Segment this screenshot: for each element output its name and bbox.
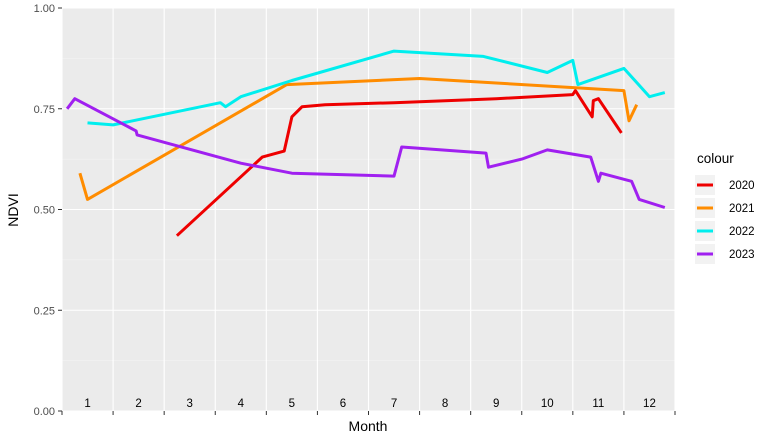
axis-layer: 0.00 0.25 0.50 0.75 1.00 bbox=[34, 3, 676, 418]
month-labels: 1 2 3 4 5 6 7 8 9 10 11 12 bbox=[84, 398, 656, 410]
series-line-2021 bbox=[78, 77, 639, 201]
x-axis-title: Month bbox=[349, 418, 388, 434]
month-label: 3 bbox=[187, 398, 193, 410]
month-label: 12 bbox=[643, 398, 656, 410]
month-label: 11 bbox=[592, 398, 604, 410]
month-label: 4 bbox=[238, 398, 245, 410]
month-label: 2 bbox=[135, 398, 141, 410]
month-label: 10 bbox=[541, 398, 554, 410]
month-label: 8 bbox=[442, 398, 448, 410]
legend-label-2022: 2022 bbox=[729, 226, 755, 238]
y-tick-label: 0.25 bbox=[34, 305, 55, 317]
legend-label-2021: 2021 bbox=[729, 203, 755, 215]
month-label: 6 bbox=[340, 398, 346, 410]
y-tick-label: 0.75 bbox=[34, 104, 55, 116]
series-line-2022 bbox=[87, 49, 666, 127]
series-layer bbox=[65, 49, 666, 237]
y-axis-title: NDVI bbox=[5, 193, 21, 226]
legend-label-2020: 2020 bbox=[729, 180, 755, 192]
month-label: 5 bbox=[289, 398, 295, 410]
legend-label-2023: 2023 bbox=[729, 249, 755, 261]
y-tick-label: 1.00 bbox=[34, 3, 55, 15]
y-tick-label: 0.50 bbox=[34, 205, 55, 217]
legend-title: colour bbox=[697, 151, 734, 166]
series-line-2020 bbox=[175, 89, 623, 237]
month-label: 9 bbox=[493, 398, 499, 410]
legend-items: 2020 2021 2022 2023 bbox=[695, 175, 755, 264]
month-label: 1 bbox=[84, 398, 90, 410]
series-line-2023 bbox=[65, 97, 666, 209]
month-label: 7 bbox=[391, 398, 397, 410]
y-tick-label: 0.00 bbox=[34, 406, 55, 418]
legend: colour 2020 2021 2022 2023 bbox=[695, 151, 755, 264]
